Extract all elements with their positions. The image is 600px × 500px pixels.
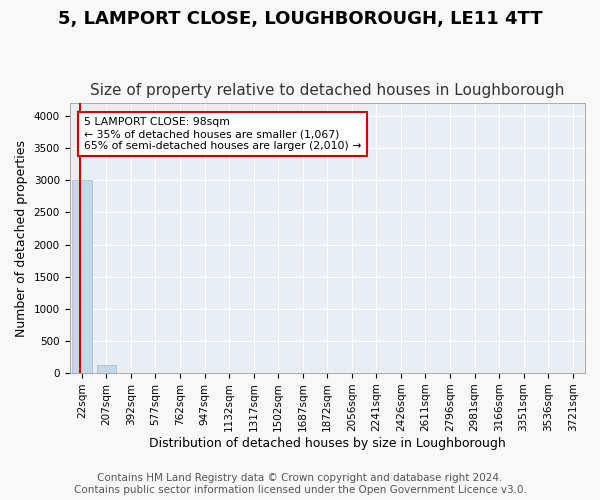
Text: 5, LAMPORT CLOSE, LOUGHBOROUGH, LE11 4TT: 5, LAMPORT CLOSE, LOUGHBOROUGH, LE11 4TT — [58, 10, 542, 28]
Y-axis label: Number of detached properties: Number of detached properties — [15, 140, 28, 336]
Text: Contains HM Land Registry data © Crown copyright and database right 2024.
Contai: Contains HM Land Registry data © Crown c… — [74, 474, 526, 495]
Title: Size of property relative to detached houses in Loughborough: Size of property relative to detached ho… — [90, 83, 565, 98]
Bar — [72, 180, 92, 373]
Bar — [97, 366, 116, 373]
X-axis label: Distribution of detached houses by size in Loughborough: Distribution of detached houses by size … — [149, 437, 506, 450]
Text: 5 LAMPORT CLOSE: 98sqm
← 35% of detached houses are smaller (1,067)
65% of semi-: 5 LAMPORT CLOSE: 98sqm ← 35% of detached… — [84, 118, 361, 150]
